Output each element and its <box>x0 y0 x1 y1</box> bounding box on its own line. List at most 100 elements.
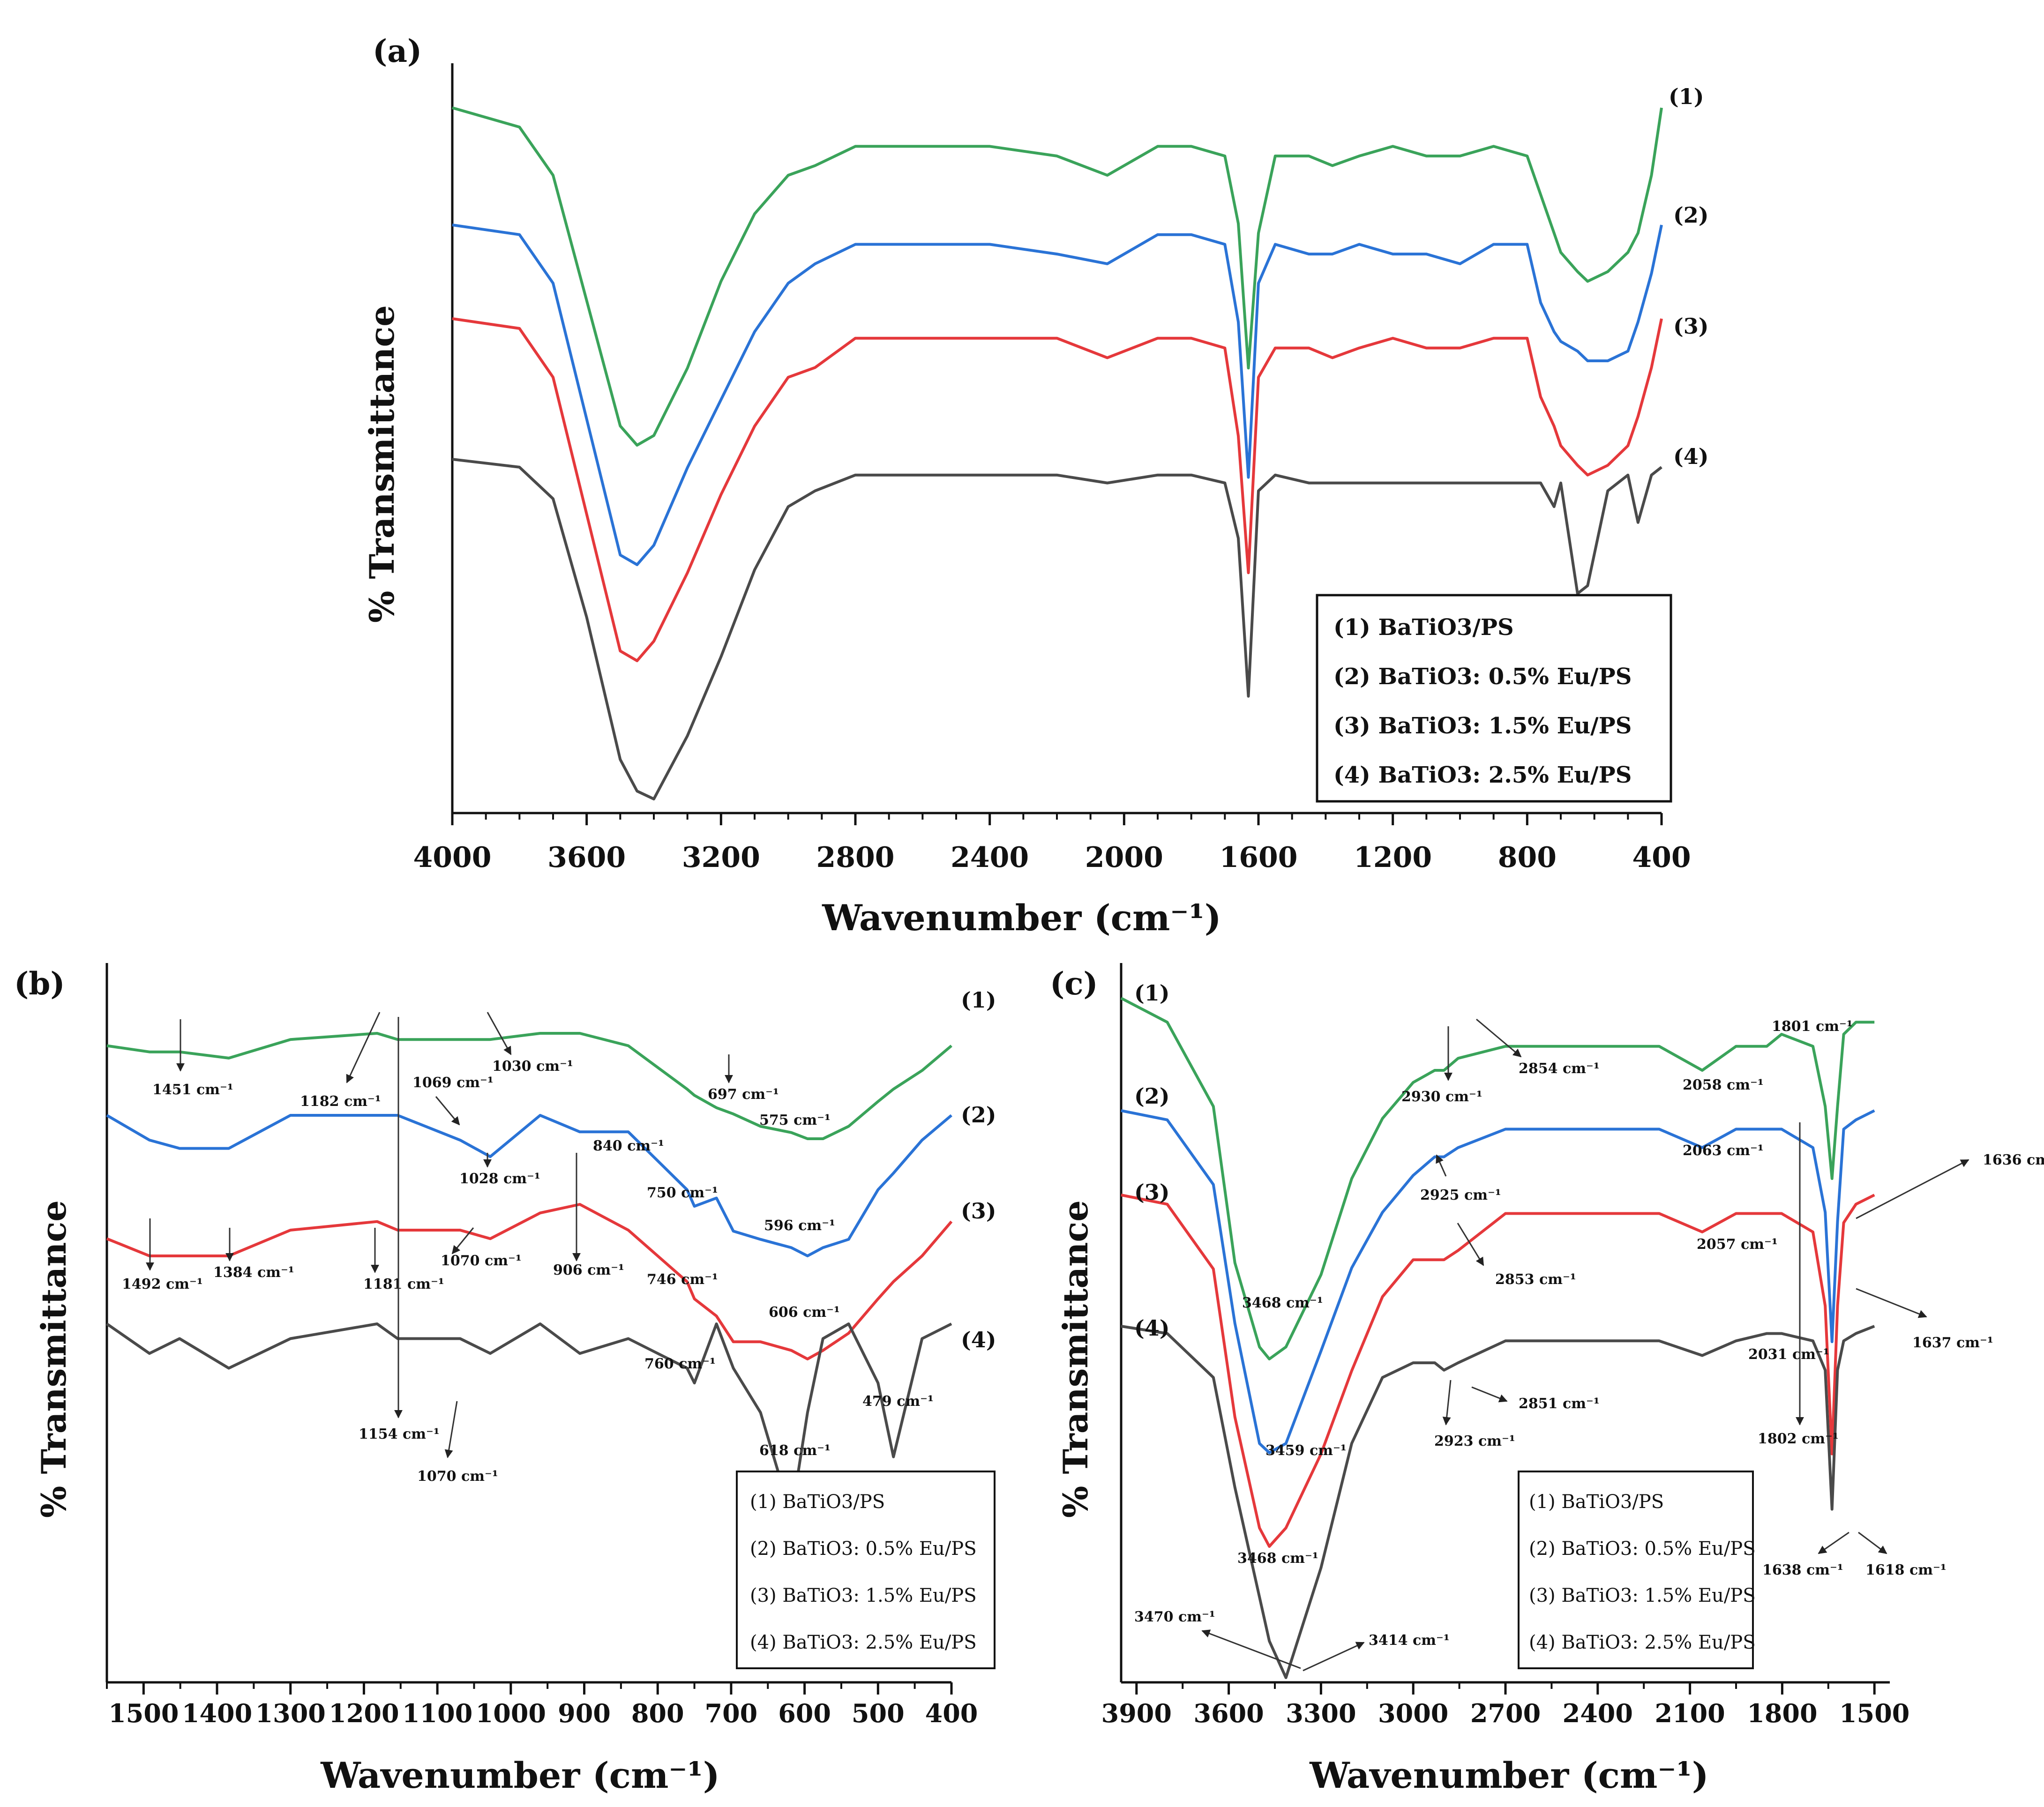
panel-c-y-axis-title: % Transmittance <box>1056 1200 1095 1518</box>
panel-b-annotation-label: 1070 cm⁻¹ <box>441 1253 522 1269</box>
panel-a-letter: (a) <box>373 33 422 69</box>
panel-c-legend-item-3: (3) BaTiO3: 1.5% Eu/PS <box>1529 1585 1756 1606</box>
panel-c-annotation-label: 1637 cm⁻¹ <box>1912 1335 1993 1351</box>
panel-c-tick-label: 2100 <box>1655 1698 1725 1728</box>
panel-a-curve-label-4: (4) <box>1673 444 1709 469</box>
panel-a-y-axis-title: % Transmittance <box>362 305 402 623</box>
panel-b-annotation-label: 750 cm⁻¹ <box>647 1185 718 1201</box>
panel-b-annotation-label: 479 cm⁻¹ <box>862 1393 934 1410</box>
panel-b-legend-item-1: (1) BaTiO3/PS <box>750 1491 885 1513</box>
panel-b: (b) % Transmittance Wavenumber (cm⁻¹) 15… <box>14 963 996 1796</box>
panel-b-tick-label: 400 <box>925 1698 978 1728</box>
panel-c-curves <box>1120 997 1875 1679</box>
panel-b-annotation-arrow <box>451 1227 474 1254</box>
panel-b-legend-box <box>736 1471 996 1669</box>
panel-b-annotation-label: 760 cm⁻¹ <box>644 1356 716 1372</box>
panel-a-tick-label: 1600 <box>1220 841 1298 874</box>
panel-b-annotation-label: 1384 cm⁻¹ <box>213 1264 294 1281</box>
panel-c-tick-label: 1500 <box>1839 1698 1909 1728</box>
panel-c: (c) % Transmittance Wavenumber (cm⁻¹) 39… <box>1050 963 2044 1796</box>
panel-b-y-axis-title: % Transmittance <box>34 1200 74 1518</box>
panel-c-tick-label: 1800 <box>1747 1698 1817 1728</box>
panel-c-annotation-label: 3468 cm⁻¹ <box>1237 1550 1318 1567</box>
panel-c-tick-label: 3000 <box>1378 1698 1448 1728</box>
panel-b-annotation-label: 606 cm⁻¹ <box>769 1304 840 1321</box>
panel-c-annotation-arrow <box>1476 1018 1522 1058</box>
panel-b-legend-item-4: (4) BaTiO3: 2.5% Eu/PS <box>750 1632 977 1653</box>
panel-b-tick-label: 1300 <box>255 1698 326 1728</box>
panel-c-annotation-arrow <box>1436 1154 1447 1177</box>
panel-a-tick-label: 400 <box>1632 841 1691 874</box>
panel-a: (a) % Transmittance Wavenumber (cm⁻¹) 40… <box>362 33 1709 939</box>
panel-b-annotation-arrow <box>435 1096 460 1126</box>
panel-c-annotation-label: 2057 cm⁻¹ <box>1697 1236 1778 1253</box>
panel-c-annotation-arrow <box>1858 1531 1887 1554</box>
panel-c-annotation-label: 2853 cm⁻¹ <box>1495 1271 1576 1288</box>
panel-b-tick-label: 900 <box>558 1698 611 1728</box>
panel-b-annotation-label: 596 cm⁻¹ <box>764 1217 835 1234</box>
panel-c-annotation-label: 2058 cm⁻¹ <box>1683 1077 1764 1093</box>
panel-c-annotation-label: 2854 cm⁻¹ <box>1519 1060 1600 1077</box>
panel-b-tick-label: 500 <box>852 1698 905 1728</box>
panel-b-series-4-line <box>106 1322 952 1517</box>
panel-a-tick-label: 1200 <box>1354 841 1432 874</box>
panel-a-x-ticks: 4000 3600 3200 2800 2400 2000 1600 1200 800 400 <box>413 63 1691 874</box>
panel-c-legend-item-1: (1) BaTiO3/PS <box>1529 1491 1664 1513</box>
panel-b-annotation-label: 575 cm⁻¹ <box>759 1112 831 1128</box>
panel-b-series-2-line <box>106 1114 952 1257</box>
panel-c-annotation-arrow <box>1457 1223 1484 1266</box>
panel-c-annotation-label: 1801 cm⁻¹ <box>1772 1018 1853 1035</box>
panel-b-x-ticks: 1500 1400 1300 1200 1100 1000 900 800 700 600 500 4… <box>105 963 978 1728</box>
panel-a-legend-item-2: (2) BaTiO3: 0.5% Eu/PS <box>1333 664 1632 690</box>
panel-b-letter: (b) <box>14 965 65 1002</box>
panel-c-tick-label: 2400 <box>1563 1698 1633 1728</box>
panel-a-curve-label-3: (3) <box>1673 314 1709 339</box>
panel-b-annotation-label: 1069 cm⁻¹ <box>412 1075 494 1091</box>
panel-c-legend-item-2: (2) BaTiO3: 0.5% Eu/PS <box>1529 1538 1756 1560</box>
panel-a-curve-label-1: (1) <box>1669 84 1704 109</box>
panel-b-annotation-arrow <box>444 1401 458 1458</box>
panel-c-annotation-arrow <box>1471 1386 1508 1403</box>
panel-b-curve-label-3: (3) <box>961 1198 996 1224</box>
panel-b-annotation-label: 618 cm⁻¹ <box>759 1442 831 1459</box>
panel-b-tick-label: 1100 <box>402 1698 472 1728</box>
panel-c-legend-item-4: (4) BaTiO3: 2.5% Eu/PS <box>1529 1632 1756 1653</box>
panel-c-annotation-label: 3468 cm⁻¹ <box>1242 1295 1323 1311</box>
panel-a-curve-label-2: (2) <box>1673 202 1709 228</box>
panel-c-annotation-label: 2923 cm⁻¹ <box>1434 1433 1515 1449</box>
panel-c-annotation-arrow <box>1856 1159 1969 1219</box>
panel-a-tick-label: 2400 <box>951 841 1029 874</box>
panel-a-tick-label: 800 <box>1498 841 1557 874</box>
panel-c-tick-label: 3300 <box>1286 1698 1356 1728</box>
panel-a-tick-label: 3200 <box>682 841 760 874</box>
panel-b-legend-item-3: (3) BaTiO3: 1.5% Eu/PS <box>750 1585 977 1606</box>
panel-b-annotation-label: 1182 cm⁻¹ <box>300 1093 381 1110</box>
panel-c-x-axis-title: Wavenumber (cm⁻¹) <box>1309 1755 1708 1796</box>
panel-b-tick-label: 800 <box>631 1698 684 1728</box>
panel-c-annotation-arrow <box>1303 1642 1365 1672</box>
panel-c-annotation-label: 3414 cm⁻¹ <box>1369 1632 1450 1649</box>
panel-c-annotation-label: 1618 cm⁻¹ <box>1865 1562 1947 1578</box>
panel-c-annotation-label: 2063 cm⁻¹ <box>1683 1142 1764 1159</box>
panel-b-annotation-arrow <box>346 1012 381 1083</box>
panel-c-tick-label: 3900 <box>1101 1698 1172 1728</box>
panel-b-tick-label: 700 <box>705 1698 758 1728</box>
panel-b-annotation-label: 1154 cm⁻¹ <box>359 1426 440 1442</box>
panel-b-annotation-label: 906 cm⁻¹ <box>553 1262 624 1278</box>
panel-c-legend-box <box>1518 1471 1754 1669</box>
panel-c-legend: (1) BaTiO3/PS (2) BaTiO3: 0.5% Eu/PS (3)… <box>1518 1471 1756 1669</box>
panel-b-annotation-label: 1451 cm⁻¹ <box>152 1082 233 1098</box>
panel-c-curve-label-2: (2) <box>1134 1083 1170 1109</box>
panel-b-annotation-label: 746 cm⁻¹ <box>647 1271 718 1288</box>
panel-c-annotation-label: 3470 cm⁻¹ <box>1134 1609 1215 1625</box>
panel-c-annotation-label: 1802 cm⁻¹ <box>1758 1431 1839 1447</box>
panel-c-annotation-arrow <box>1856 1288 1927 1318</box>
panel-b-tick-label: 1200 <box>329 1698 399 1728</box>
panel-c-annotation-label: 2925 cm⁻¹ <box>1420 1187 1501 1203</box>
panel-b-tick-label: 1400 <box>182 1698 252 1728</box>
panel-b-tick-label: 1000 <box>476 1698 546 1728</box>
panel-a-series-4-line <box>452 458 1662 800</box>
panel-b-curve-label-4: (4) <box>961 1327 996 1352</box>
panel-a-series-2-line <box>452 224 1663 566</box>
